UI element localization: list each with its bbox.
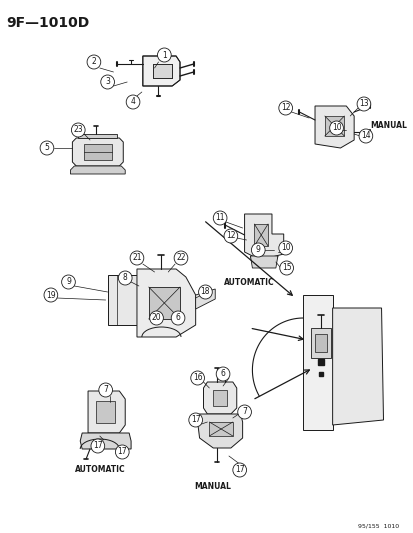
Polygon shape: [310, 328, 330, 358]
Circle shape: [100, 75, 114, 89]
Text: 12: 12: [225, 231, 235, 240]
Text: 7: 7: [103, 385, 108, 394]
Circle shape: [358, 129, 372, 143]
Circle shape: [118, 271, 132, 285]
Circle shape: [237, 405, 251, 419]
Text: 18: 18: [200, 287, 210, 296]
Polygon shape: [303, 295, 332, 430]
Text: 3: 3: [105, 77, 110, 86]
Circle shape: [223, 229, 237, 243]
Circle shape: [99, 383, 112, 397]
Circle shape: [44, 288, 57, 302]
Text: 5: 5: [45, 143, 49, 152]
Circle shape: [130, 251, 143, 265]
Text: 15: 15: [281, 263, 291, 272]
Text: 8: 8: [123, 273, 127, 282]
Circle shape: [278, 101, 292, 115]
Circle shape: [198, 285, 212, 299]
Circle shape: [356, 97, 370, 111]
Polygon shape: [195, 289, 215, 309]
Circle shape: [91, 439, 104, 453]
Circle shape: [157, 48, 171, 62]
Text: 23: 23: [73, 125, 83, 134]
Polygon shape: [314, 334, 326, 352]
Polygon shape: [148, 287, 180, 319]
Text: 17: 17: [117, 448, 127, 456]
Circle shape: [40, 141, 54, 155]
Text: AUTOMATIC: AUTOMATIC: [74, 465, 125, 474]
Text: 9: 9: [255, 246, 260, 254]
Circle shape: [126, 95, 140, 109]
Polygon shape: [213, 390, 226, 406]
Text: 17: 17: [234, 465, 244, 474]
Circle shape: [232, 463, 246, 477]
Text: 7: 7: [242, 408, 247, 416]
Circle shape: [190, 371, 204, 385]
Text: 22: 22: [176, 254, 185, 262]
Text: 17: 17: [190, 416, 200, 424]
Polygon shape: [197, 414, 242, 448]
Polygon shape: [254, 224, 267, 246]
Circle shape: [188, 413, 202, 427]
Text: MANUAL: MANUAL: [193, 482, 230, 491]
Circle shape: [329, 121, 342, 135]
Polygon shape: [80, 433, 131, 449]
Text: 19: 19: [46, 290, 56, 300]
Circle shape: [251, 243, 264, 257]
Circle shape: [62, 275, 75, 289]
Text: 6: 6: [175, 313, 180, 322]
Polygon shape: [88, 391, 125, 433]
Text: 10: 10: [331, 124, 341, 133]
Text: 9: 9: [66, 278, 71, 287]
Text: 9F—1010D: 9F—1010D: [6, 16, 89, 30]
Polygon shape: [137, 269, 195, 337]
Text: 21: 21: [132, 254, 141, 262]
Polygon shape: [250, 256, 277, 268]
Text: 10: 10: [280, 244, 290, 253]
Polygon shape: [70, 166, 125, 174]
Text: 11: 11: [215, 214, 224, 222]
Polygon shape: [314, 106, 353, 148]
Text: 12: 12: [280, 103, 290, 112]
Polygon shape: [152, 64, 172, 78]
Circle shape: [87, 55, 100, 69]
Text: 13: 13: [358, 100, 368, 109]
Circle shape: [213, 211, 226, 225]
Polygon shape: [244, 214, 283, 260]
Polygon shape: [84, 144, 111, 160]
Circle shape: [174, 251, 188, 265]
Circle shape: [171, 311, 185, 325]
Polygon shape: [142, 56, 180, 86]
Circle shape: [278, 241, 292, 255]
Circle shape: [150, 311, 163, 325]
Text: 20: 20: [151, 313, 161, 322]
Text: AUTOMATIC: AUTOMATIC: [223, 278, 274, 287]
Text: 2: 2: [91, 58, 96, 67]
Circle shape: [71, 123, 85, 137]
Text: 17: 17: [93, 441, 102, 450]
Text: 6: 6: [220, 369, 225, 378]
Text: 14: 14: [360, 132, 370, 141]
Polygon shape: [107, 275, 137, 325]
Circle shape: [115, 445, 129, 459]
Text: 95/155  1010: 95/155 1010: [357, 523, 398, 528]
Circle shape: [216, 367, 229, 381]
Polygon shape: [96, 401, 115, 423]
Circle shape: [279, 261, 293, 275]
Polygon shape: [72, 138, 123, 166]
Polygon shape: [324, 116, 344, 136]
Polygon shape: [332, 308, 382, 425]
Text: MANUAL: MANUAL: [369, 122, 406, 131]
Polygon shape: [203, 382, 236, 414]
Text: 4: 4: [130, 98, 135, 107]
Polygon shape: [209, 422, 232, 436]
Polygon shape: [78, 134, 117, 138]
Text: 16: 16: [192, 374, 202, 383]
Text: 1: 1: [161, 51, 166, 60]
